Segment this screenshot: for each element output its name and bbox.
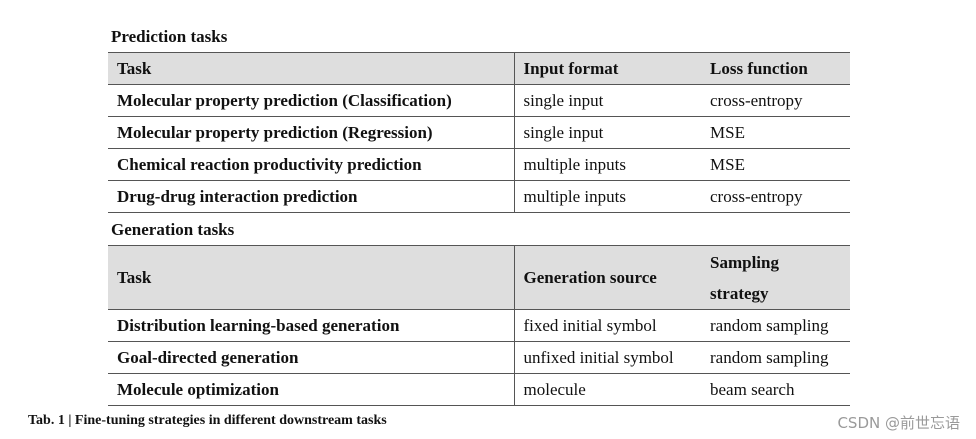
header-task: Task	[108, 52, 515, 85]
prediction-tasks-title: Prediction tasks	[111, 27, 228, 46]
header-task: Task	[108, 245, 515, 310]
header-sampling-strategy: Sampling strategy	[701, 245, 850, 310]
task-cell: Distribution learning-based generation	[108, 309, 515, 342]
header-sampling-strategy-line1: Sampling	[710, 252, 779, 272]
task-cell: Goal-directed generation	[108, 341, 515, 374]
sampling-strategy-cell: random sampling	[701, 309, 850, 342]
task-cell: Drug-drug interaction prediction	[108, 180, 515, 213]
table-row: Goal-directed generation unfixed initial…	[108, 341, 850, 374]
generation-source-cell: unfixed initial symbol	[514, 341, 701, 374]
task-cell: Molecule optimization	[108, 373, 515, 406]
task-cell: Chemical reaction productivity predictio…	[108, 148, 515, 181]
table-caption: Tab. 1 | Fine-tuning strategies in diffe…	[28, 413, 387, 428]
input-format-cell: multiple inputs	[514, 180, 701, 213]
prediction-tasks-table: Task Input format Loss function Molecula…	[108, 52, 850, 213]
generation-source-cell: fixed initial symbol	[514, 309, 701, 342]
table-row: Drug-drug interaction prediction multipl…	[108, 180, 850, 213]
header-input-format: Input format	[514, 52, 701, 85]
loss-function-cell: MSE	[701, 116, 850, 149]
table-header-row: Task Input format Loss function	[108, 52, 850, 85]
table-row: Molecular property prediction (Regressio…	[108, 116, 850, 149]
table-row: Molecular property prediction (Classific…	[108, 84, 850, 117]
task-cell: Molecular property prediction (Classific…	[108, 84, 515, 117]
sampling-strategy-cell: random sampling	[701, 341, 850, 374]
table-row: Molecule optimization molecule beam sear…	[108, 373, 850, 406]
generation-tasks-title: Generation tasks	[111, 220, 235, 239]
header-generation-source: Generation source	[514, 245, 701, 310]
generation-tasks-table: Task Generation source Sampling strategy…	[108, 245, 850, 406]
watermark: CSDN @前世忘语	[837, 414, 960, 432]
header-loss-function: Loss function	[701, 52, 850, 85]
loss-function-cell: MSE	[701, 148, 850, 181]
table-row: Chemical reaction productivity predictio…	[108, 148, 850, 181]
sampling-strategy-cell: beam search	[701, 373, 850, 406]
task-cell: Molecular property prediction (Regressio…	[108, 116, 515, 149]
header-sampling-strategy-line2: strategy	[710, 283, 769, 303]
table-row: Distribution learning-based generation f…	[108, 309, 850, 342]
generation-source-cell: molecule	[514, 373, 701, 406]
input-format-cell: multiple inputs	[514, 148, 701, 181]
loss-function-cell: cross-entropy	[701, 180, 850, 213]
loss-function-cell: cross-entropy	[701, 84, 850, 117]
table-header-row: Task Generation source Sampling strategy	[108, 245, 850, 310]
input-format-cell: single input	[514, 116, 701, 149]
input-format-cell: single input	[514, 84, 701, 117]
